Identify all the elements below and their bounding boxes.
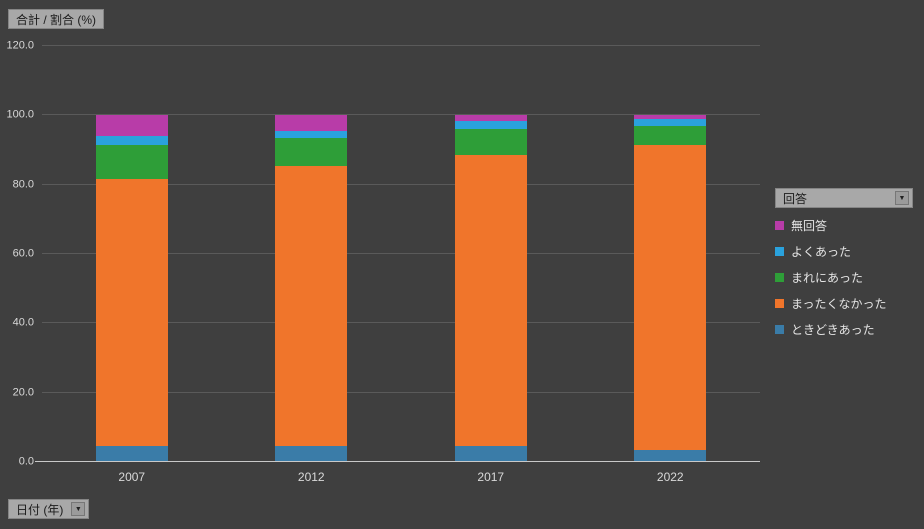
bar-segment-まれにあった[interactable] [634,125,707,145]
legend-item-よくあった[interactable]: よくあった [775,238,923,264]
gridline [42,114,760,116]
bar-segment-ときどきあった[interactable] [275,446,348,462]
legend-label: まれにあった [791,270,864,285]
stacked-bar-2022 [634,46,707,462]
legend-field-dropdown[interactable]: 回答 ▼ [775,188,913,208]
bar-segment-ときどきあった[interactable] [95,446,168,462]
axis-field-label: 日付 (年) [16,502,64,517]
legend-swatch-icon [775,324,784,334]
bar-segment-よくあった[interactable] [454,120,527,130]
bar-segment-ときどきあった[interactable] [454,446,527,462]
gridline [42,183,760,185]
stacked-bar-2007 [95,46,168,462]
value-field-label: 合計 / 割合 (%) [16,12,96,27]
y-tick-label: 60.0 [12,247,34,260]
y-tick-label: 0.0 [18,455,34,468]
x-tick-label: 2007 [118,470,146,484]
bar-segment-まったくなかった[interactable] [95,178,168,447]
plot-area [35,45,760,462]
bar-segment-まったくなかった[interactable] [454,155,527,447]
legend-label: まったくなかった [791,296,887,311]
bar-segment-まれにあった[interactable] [275,137,348,166]
legend-swatch-icon [775,272,784,282]
legend-swatch-icon [775,298,784,308]
legend-item-無回答[interactable]: 無回答 [775,212,923,238]
bar-segment-よくあった[interactable] [95,136,168,145]
gridline [42,45,760,46]
chevron-down-icon[interactable]: ▼ [71,502,86,516]
bar-segment-よくあった[interactable] [634,118,707,126]
bar-segment-無回答[interactable] [95,115,168,137]
legend-label: 無回答 [791,218,828,233]
axis-field-dropdown[interactable]: 日付 (年) ▼ [8,499,90,519]
chevron-down-icon[interactable]: ▼ [895,191,909,205]
y-axis-tick-labels: 0.0 20.0 40.0 60.0 80.0 100.0 120.0 [0,40,36,467]
legend-item-まれにあった[interactable]: まれにあった [775,264,923,290]
gridline [42,391,760,393]
bar-segment-無回答[interactable] [454,115,527,121]
legend-swatch-icon [775,220,784,230]
y-tick-label: 40.0 [12,316,34,329]
stacked-bar-2017 [454,46,527,462]
y-tick-label: 120.0 [6,39,34,52]
x-axis-line [35,461,760,462]
legend-label: よくあった [791,244,852,259]
y-tick-label: 100.0 [6,108,34,121]
bar-segment-まったくなかった[interactable] [634,144,707,450]
bar-segment-まれにあった[interactable] [454,129,527,156]
y-tick-label: 20.0 [12,386,34,399]
chart-legend: 無回答よくあったまれにあったまったくなかった ときどきあった [775,212,923,342]
x-tick-label: 2012 [297,470,325,484]
legend-field-label: 回答 [783,191,808,206]
bar-segment-ときどきあった[interactable] [634,449,707,462]
bar-segment-よくあった[interactable] [275,130,348,138]
x-axis-tick-labels: 2007 2012 2017 2022 [42,470,760,488]
y-tick-label: 80.0 [12,178,34,191]
gridline [42,253,760,254]
value-field-button[interactable]: 合計 / 割合 (%) [8,9,104,29]
bar-segment-まれにあった[interactable] [95,144,168,179]
legend-label: ときどきあった [791,322,875,337]
legend-item-ときどきあった[interactable]: ときどきあった [775,316,923,342]
legend-item-まったくなかった[interactable]: まったくなかった [775,290,923,316]
x-tick-label: 2017 [477,470,505,484]
legend-swatch-icon [775,246,784,256]
bar-segment-無回答[interactable] [634,115,707,119]
bar-segment-まったくなかった[interactable] [275,165,348,447]
bar-segment-無回答[interactable] [275,115,348,131]
x-tick-label: 2022 [656,470,684,484]
gridline [42,322,760,324]
stacked-bar-2012 [275,46,348,462]
